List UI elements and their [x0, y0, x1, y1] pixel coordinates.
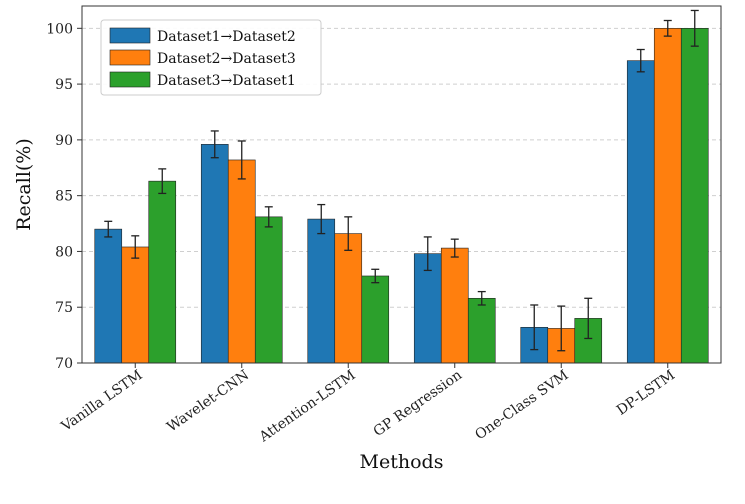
- bar-5-1: [653, 28, 682, 364]
- y-tick-label-85: 85: [55, 189, 73, 205]
- bar-0-1: [121, 246, 150, 364]
- bar-1-2: [254, 216, 283, 364]
- y-tick-label-70: 70: [55, 356, 73, 372]
- bar-2-2: [361, 275, 390, 364]
- y-axis-title: Recall(%): [13, 138, 35, 231]
- x-axis-title: Methods: [360, 451, 444, 473]
- bar-0-0: [94, 228, 123, 364]
- bar-0-2: [148, 180, 177, 364]
- bar-3-1: [440, 247, 469, 364]
- bar-5-2: [680, 28, 709, 364]
- bar-2-0: [307, 218, 336, 364]
- y-tick-label-100: 100: [46, 21, 73, 37]
- y-tick-label-95: 95: [55, 77, 73, 93]
- legend-swatch-2: [109, 71, 151, 88]
- y-tick-label-80: 80: [55, 244, 73, 260]
- legend-label-1: Dataset2→Dataset3: [157, 51, 296, 67]
- legend-swatch-1: [109, 49, 151, 66]
- bar-3-2: [467, 297, 496, 364]
- bars: [94, 28, 709, 364]
- legend-label-0: Dataset1→Dataset2: [157, 29, 296, 45]
- bar-2-1: [334, 233, 363, 364]
- legend: Dataset1→Dataset2 Dataset2→Dataset3 Datase…: [100, 19, 322, 96]
- plot-frame: [81, 5, 722, 364]
- legend-swatch-0: [109, 27, 151, 44]
- legend-label-2: Dataset3→Dataset1: [157, 73, 296, 89]
- y-tick-label-90: 90: [55, 133, 73, 149]
- y-tick-label-75: 75: [55, 300, 73, 316]
- bar-1-0: [200, 144, 229, 364]
- bar-5-0: [626, 60, 655, 364]
- legend-box: [100, 19, 322, 96]
- y-axis: 70 75 80 85 90 95 100: [46, 21, 82, 372]
- bar-1-1: [227, 159, 256, 364]
- error-bars: [104, 9, 699, 352]
